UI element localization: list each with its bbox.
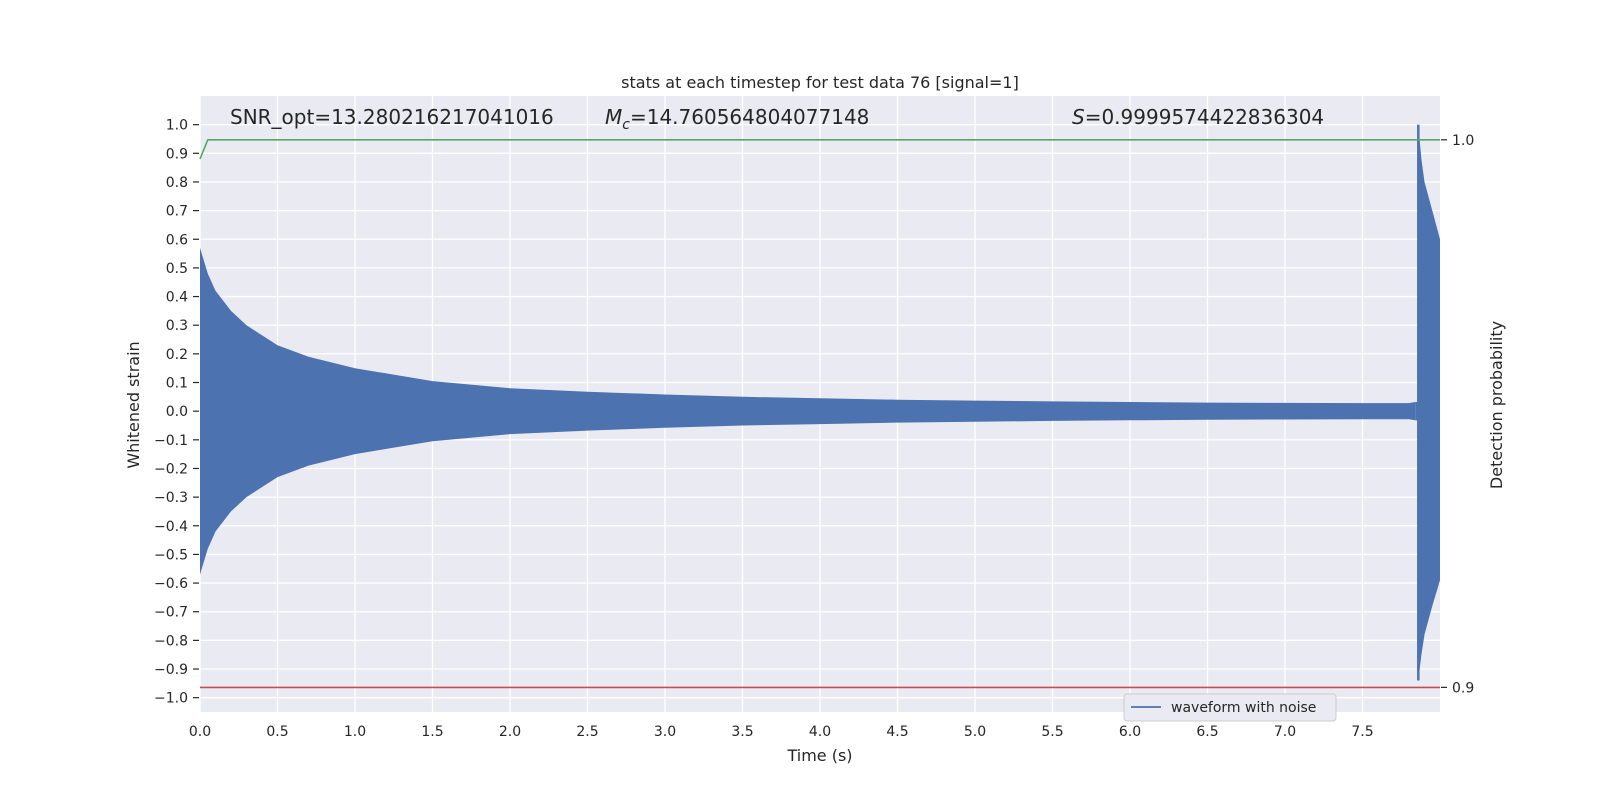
x-tick-label: 7.5	[1351, 724, 1373, 740]
y-tick-label: −0.9	[154, 662, 188, 678]
x-tick-label: 1.0	[344, 724, 366, 740]
right-axis-label: Detection probability	[1487, 321, 1506, 489]
y-tick-label: 0.8	[166, 175, 188, 191]
x-tick-label: 0.0	[189, 724, 211, 740]
y-tick-label: 0.9	[166, 146, 188, 162]
y-tick-label: −0.7	[154, 605, 188, 621]
legend-box	[1123, 693, 1337, 722]
waveform-series	[200, 124, 1440, 681]
y-tick-label: −0.3	[154, 490, 188, 506]
y-tick-label: 1.0	[166, 118, 188, 134]
x-tick-label: 5.5	[1041, 724, 1063, 740]
s-annotation: S=0.9999574422836304	[1072, 105, 1324, 129]
legend-label: waveform with noise	[1171, 700, 1316, 716]
x-tick-label: 5.0	[964, 724, 986, 740]
y-tick-label: 0.0	[166, 404, 188, 420]
x-tick-label: 2.0	[499, 724, 521, 740]
x-axis-ticks: 0.0 0.5 1.0 1.5 2.0 2.5 3.0 3.5 4.0 4.5 5.0 5.5 6.0 6…	[189, 724, 1374, 740]
x-tick-label: 4.0	[809, 724, 831, 740]
probability-series	[199, 139, 1440, 689]
waveform-merger-burst	[1418, 124, 1440, 681]
right-tick-label: 0.9	[1452, 680, 1474, 696]
y-tick-label: 0.7	[166, 204, 188, 220]
y-tick-label: 0.4	[166, 290, 188, 306]
y-tick-label: −0.1	[154, 433, 188, 449]
x-tick-label: 2.5	[576, 724, 598, 740]
x-tick-label: 6.5	[1196, 724, 1218, 740]
x-tick-label: 7.0	[1274, 724, 1296, 740]
x-tick-label: 6.0	[1119, 724, 1141, 740]
y-tick-label: −0.6	[154, 576, 188, 592]
y-tick-label: −0.4	[154, 519, 188, 535]
x-tick-label: 0.5	[266, 724, 288, 740]
y-tick-label: 0.5	[166, 261, 188, 277]
waveform-envelope	[200, 247, 1416, 575]
y-tick-label: 0.6	[166, 232, 188, 248]
right-axis-ticks: 1.0 0.9	[1441, 133, 1474, 696]
x-tick-label: 4.5	[886, 724, 908, 740]
detection-probability-line	[199, 139, 1440, 160]
y-tick-label: −0.2	[154, 461, 188, 477]
y-axis-ticks: 1.0 0.9 0.8 0.7 0.6 0.5 0.4 0.3 0.2 0.1 0.0 −0.1 −0.…	[154, 118, 199, 707]
y-tick-label: 0.1	[166, 376, 188, 392]
y-tick-label: −0.5	[154, 547, 188, 563]
x-axis-label: Time (s)	[786, 746, 852, 765]
x-tick-label: 3.5	[731, 724, 753, 740]
snr-annotation: SNR_opt=13.280216217041016	[230, 105, 554, 129]
y-tick-label: 0.3	[166, 318, 188, 334]
right-tick-label: 1.0	[1452, 133, 1474, 149]
legend: waveform with noise	[1123, 693, 1337, 722]
x-tick-label: 1.5	[421, 724, 443, 740]
chirp-mass-annotation: Mc=14.760564804077148	[605, 105, 869, 133]
chart-title: stats at each timestep for test data 76 …	[621, 73, 1019, 92]
y-tick-label: 0.2	[166, 347, 188, 363]
y-tick-label: −0.8	[154, 633, 188, 649]
y-tick-label: −1.0	[154, 691, 188, 707]
y-axis-label: Whitened strain	[124, 341, 143, 468]
x-tick-label: 3.0	[654, 724, 676, 740]
